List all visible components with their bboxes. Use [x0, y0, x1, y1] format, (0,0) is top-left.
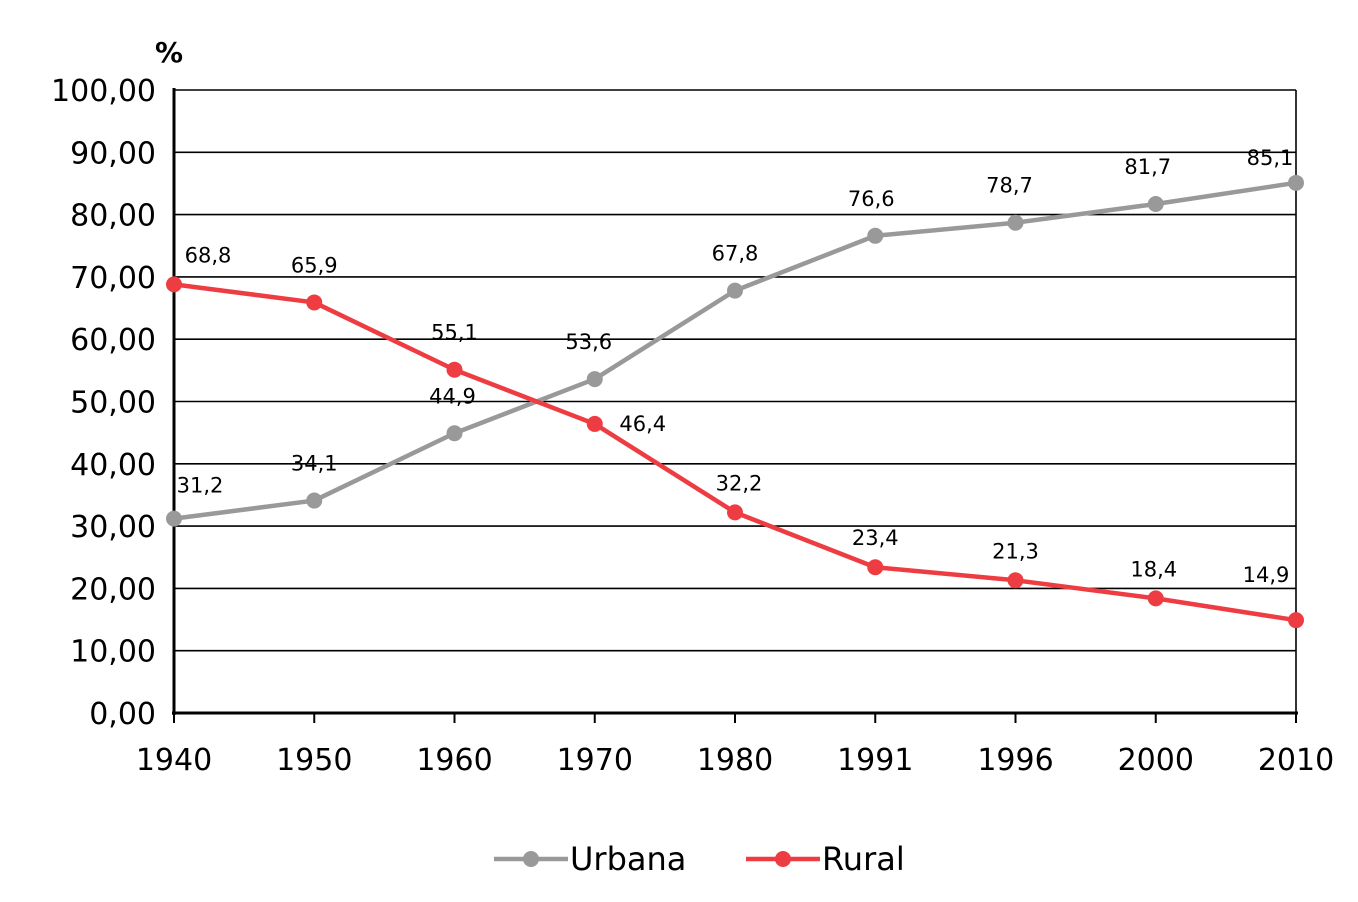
- y-tick-label: 30,00: [70, 510, 156, 545]
- x-tick-label: 1970: [557, 743, 633, 778]
- x-tick-label: 1950: [276, 743, 352, 778]
- data-point-rural: [1288, 612, 1304, 629]
- data-point-urbana: [446, 425, 463, 442]
- data-point-urbana: [727, 282, 743, 299]
- data-label-rural: 32,2: [716, 471, 763, 495]
- data-label-urbana: 44,9: [429, 384, 476, 408]
- x-tick-label: 1940: [136, 743, 212, 778]
- x-tick-label: 2000: [1118, 743, 1194, 778]
- data-label-rural: 21,3: [992, 539, 1039, 563]
- x-tick-label: 1996: [977, 743, 1053, 778]
- data-label-rural: 14,9: [1243, 563, 1290, 587]
- data-label-urbana: 81,7: [1124, 155, 1171, 179]
- legend-marker-rural: [775, 851, 791, 867]
- series-line-urbana: [173, 180, 1297, 521]
- data-label-rural: 23,4: [852, 526, 899, 550]
- data-point-rural: [867, 559, 884, 576]
- data-label-rural: 46,4: [619, 412, 666, 436]
- y-tick-label: 90,00: [70, 136, 156, 171]
- y-tick-label: 20,00: [70, 572, 156, 607]
- data-label-rural: 68,8: [185, 243, 232, 267]
- gridlines: [174, 89, 1297, 713]
- data-point-rural: [727, 504, 743, 521]
- data-label-urbana: 34,1: [291, 452, 338, 476]
- y-tick-labels: 0,00 10,00 20,00 30,00 40,00 50,00 60,00 70,00 8…: [51, 74, 156, 732]
- data-label-urbana: 78,7: [986, 174, 1033, 198]
- data-point-urbana: [867, 227, 884, 244]
- y-tick-label: 80,00: [70, 199, 156, 234]
- legend-label-urbana: Urbana: [570, 840, 686, 878]
- y-tick-label: 40,00: [70, 448, 156, 483]
- x-tick-label: 1980: [697, 743, 773, 778]
- x-tick-labels: 1940 1950 1960 1970 1980 1991 1996 2000 2010: [136, 713, 1334, 778]
- data-point-rural: [446, 361, 463, 378]
- data-point-rural: [306, 294, 323, 311]
- y-tick-label: 10,00: [70, 635, 156, 670]
- data-label-rural: 18,4: [1130, 557, 1177, 581]
- y-tick-label: 100,00: [51, 74, 156, 109]
- data-label-rural: 55,1: [431, 321, 478, 345]
- y-tick-label: 70,00: [70, 261, 156, 296]
- data-label-urbana: 76,6: [848, 187, 895, 211]
- y-axis-unit-label: %: [155, 36, 183, 69]
- legend-marker-urbana: [523, 851, 539, 867]
- series: [166, 174, 1304, 629]
- data-label-urbana: 85,1: [1247, 146, 1294, 170]
- data-point-urbana: [1147, 196, 1164, 213]
- legend-label-rural: Rural: [822, 840, 905, 878]
- data-point-urbana: [1007, 214, 1024, 231]
- data-point-rural: [1147, 590, 1164, 607]
- data-labels: 31,2 34,1 44,9 53,6 67,8 76,6 78,7 81,7 85,1 68,8…: [177, 146, 1294, 587]
- x-tick-label: 2010: [1258, 743, 1334, 778]
- y-tick-label: 0,00: [89, 697, 156, 732]
- data-label-urbana: 67,8: [712, 242, 759, 266]
- data-point-rural: [166, 276, 182, 293]
- x-tick-label: 1960: [416, 743, 492, 778]
- data-point-urbana: [306, 492, 323, 509]
- data-label-urbana: 53,6: [565, 330, 612, 354]
- legend: Urbana Rural: [494, 840, 905, 878]
- data-point-urbana: [1288, 174, 1304, 191]
- y-tick-label: 60,00: [70, 323, 156, 358]
- data-point-urbana: [586, 371, 603, 388]
- series-line-rural: [173, 282, 1297, 623]
- data-point-rural: [1007, 572, 1024, 589]
- data-label-rural: 65,9: [291, 253, 338, 277]
- x-tick-label: 1991: [837, 743, 913, 778]
- data-point-urbana: [166, 510, 182, 527]
- y-tick-label: 50,00: [70, 386, 156, 421]
- data-label-urbana: 31,2: [177, 474, 224, 498]
- data-point-rural: [586, 415, 603, 432]
